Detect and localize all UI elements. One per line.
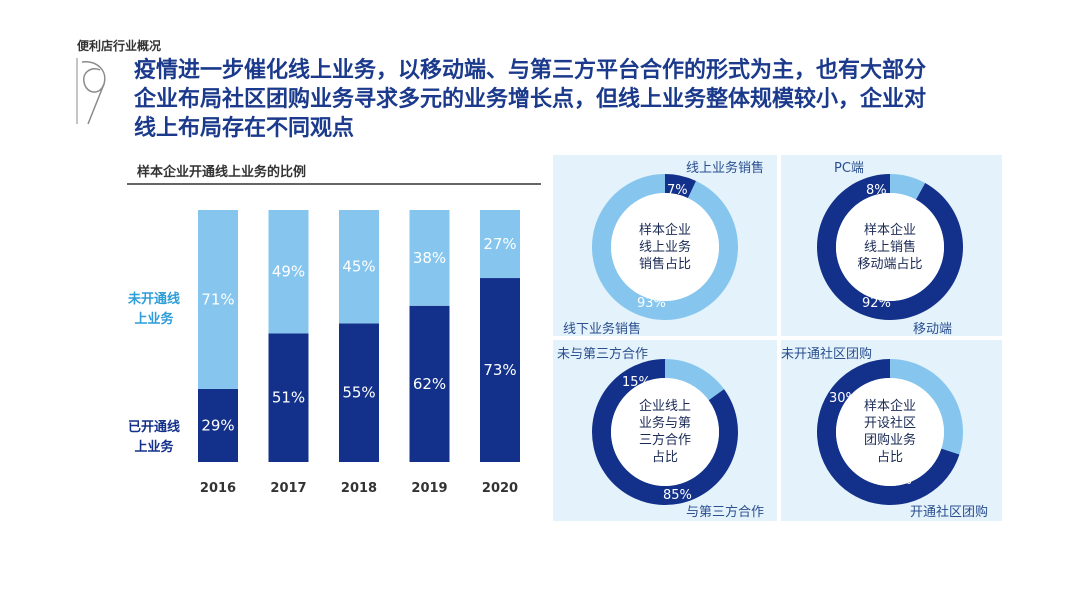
legend-not-opened-line-1: 未开通线	[127, 292, 180, 307]
section-label: 便利店行业概况	[77, 39, 162, 53]
legend-not-opened: 未开通线 上业务	[124, 290, 184, 330]
label-offline-sales: 线下业务销售	[563, 322, 642, 337]
center-text: 移动端占比	[857, 257, 923, 272]
donut-chart-online-sales	[592, 174, 738, 320]
label-community: 开通社区团购	[910, 505, 989, 520]
center-text: 线上业务	[638, 240, 691, 255]
center-text: 样本企业	[863, 399, 916, 414]
donut-center-mobile: 样本企业 线上销售 移动端占比	[840, 222, 940, 273]
pct-pc: 8%	[866, 183, 887, 198]
bar-label-not-opened-2019: 38%	[413, 249, 446, 267]
center-text: 三方合作	[638, 433, 691, 448]
bar-label-not-opened-2018: 45%	[342, 258, 375, 276]
x-tick-2017: 2017	[270, 481, 306, 496]
chart-title-rule	[127, 183, 541, 185]
donut-chart-third-party	[592, 359, 738, 505]
donut-center-community: 样本企业 开设社区 团购业务 占比	[840, 398, 940, 466]
bar-label-not-opened-2016: 71%	[201, 290, 234, 308]
bar-opened-2016	[198, 388, 238, 462]
x-tick-2018: 2018	[341, 481, 377, 496]
donut-center-online-sales: 样本企业 线上业务 销售占比	[615, 222, 715, 273]
donut-slice-0	[665, 174, 697, 199]
x-tick-2016: 2016	[200, 481, 236, 496]
center-text: 占比	[651, 450, 678, 465]
pct-mobile: 92%	[862, 296, 891, 311]
bar-not-opened-2018	[339, 210, 379, 324]
donut-hole	[611, 378, 719, 486]
pct-offline-sales: 93%	[637, 296, 666, 311]
center-text: 团购业务	[863, 433, 916, 448]
center-text: 样本企业	[863, 223, 916, 238]
center-text: 线上销售	[863, 240, 916, 255]
bar-label-opened-2020: 73%	[483, 361, 516, 379]
legend-opened-line-1: 已开通线	[127, 420, 180, 435]
bar-label-opened-2017: 51%	[272, 389, 305, 407]
headline-line-3: 线上布局存在不同观点	[134, 116, 355, 141]
center-text: 业务与第	[638, 416, 691, 431]
bar-opened-2018	[339, 323, 379, 462]
section-number-icon	[76, 58, 106, 125]
pct-community: 70%	[883, 473, 912, 488]
donut-chart-community	[817, 359, 963, 505]
legend-not-opened-line-2: 上业务	[134, 312, 174, 327]
bar-not-opened-2020	[480, 210, 520, 279]
legend-opened-line-2: 上业务	[134, 440, 174, 455]
bar-label-not-opened-2020: 27%	[483, 235, 516, 253]
label-online-sales: 线上业务销售	[686, 161, 765, 176]
center-text: 企业线上	[638, 399, 691, 414]
bar-label-not-opened-2017: 49%	[272, 263, 305, 281]
donut-slice-0	[665, 359, 725, 401]
pct-third-party: 85%	[663, 488, 692, 503]
chart-title: 样本企业开通线上业务的比例	[137, 165, 307, 180]
pct-no-community: 30%	[829, 391, 858, 406]
bar-opened-2019	[409, 305, 450, 462]
bar-not-opened-2017	[268, 210, 309, 334]
label-no-third-party: 未与第三方合作	[557, 347, 649, 362]
donut-hole	[836, 193, 944, 301]
donut-chart-mobile	[817, 174, 963, 320]
pct-no-third-party: 15%	[622, 375, 651, 390]
pct-online-sales: 7%	[667, 183, 688, 198]
donut-slice-0	[890, 359, 963, 455]
bar-label-opened-2016: 29%	[201, 416, 234, 434]
bar-not-opened-2019	[409, 210, 450, 306]
bar-label-opened-2019: 62%	[413, 375, 446, 393]
label-third-party: 与第三方合作	[686, 505, 765, 520]
bar-opened-2017	[268, 333, 309, 462]
center-text: 销售占比	[638, 257, 691, 272]
label-no-community: 未开通社区团购	[781, 347, 873, 362]
center-text: 占比	[876, 450, 903, 465]
headline-line-2: 企业布局社区团购业务寻求多元的业务增长点，但线上业务整体规模较小，企业对	[134, 87, 927, 112]
stacked-bar-chart: 29% 71% 2016 51% 49% 2017 55% 45% 2018 62% 38% 2019…	[198, 210, 520, 496]
bar-opened-2020	[480, 278, 520, 462]
x-tick-2020: 2020	[482, 481, 518, 496]
x-tick-2019: 2019	[411, 481, 447, 496]
label-mobile: 移动端	[913, 322, 953, 337]
bar-not-opened-2016	[198, 210, 238, 389]
label-pc: PC端	[834, 161, 864, 176]
donut-slice-0	[890, 174, 926, 200]
headline: 疫情进一步催化线上业务，以移动端、与第三方平台合作的形式为主，也有大部分 企业布…	[134, 56, 1034, 143]
donut-center-third-party: 企业线上 业务与第 三方合作 占比	[615, 398, 715, 466]
legend-opened: 已开通线 上业务	[124, 418, 184, 458]
bar-label-opened-2018: 55%	[342, 384, 375, 402]
center-text: 样本企业	[638, 223, 691, 238]
center-text: 开设社区	[863, 416, 916, 431]
donut-hole	[836, 378, 944, 486]
headline-line-1: 疫情进一步催化线上业务，以移动端、与第三方平台合作的形式为主，也有大部分	[134, 58, 927, 83]
donut-hole	[611, 193, 719, 301]
